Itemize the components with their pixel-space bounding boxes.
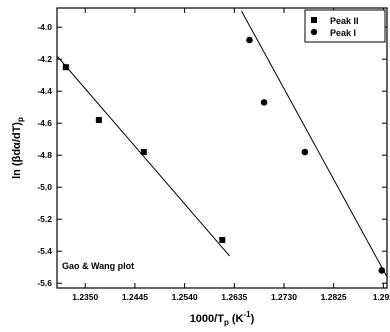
- y-axis-title: ln (βdα/dT)p: [11, 117, 25, 179]
- plot-annotation: Gao & Wang plot: [62, 261, 134, 271]
- y-tick-label: -5.4: [37, 246, 52, 256]
- legend-label-peak-ii: Peak II: [330, 16, 359, 26]
- y-tick-labels: -5.6 -5.4 -5.2 -5.0 -4.8 -4.6 -4.4 -4.2 -4.0: [37, 22, 52, 288]
- y-tick-label: -4.6: [37, 118, 52, 128]
- data-markers: [62, 36, 386, 274]
- x-tick-label: 1.2730: [271, 292, 297, 302]
- legend-marker-peak-ii: [311, 17, 317, 23]
- x-tick-label: 1.2635: [221, 292, 247, 302]
- y-axis-title-main: ln (βdα/dT): [11, 122, 23, 179]
- y-tick-label: -4.2: [37, 54, 52, 64]
- x-tick-label: 1.2825: [321, 292, 347, 302]
- x-tick-labels: 1.2350 1.2445 1.2540 1.2635 1.2730 1.2825 1.29…: [72, 292, 390, 302]
- y-tick-label: -5.0: [37, 182, 52, 192]
- y-tick-label: -5.6: [37, 278, 52, 288]
- point-peak-i: [260, 99, 268, 106]
- y-tick-label: -4.8: [37, 150, 52, 160]
- x-tick-label: 1.2540: [172, 292, 198, 302]
- legend-label-peak-i: Peak I: [330, 28, 356, 38]
- point-peak-ii: [62, 64, 69, 71]
- legend-marker-peak-i: [310, 28, 318, 36]
- y-tick-label: -5.2: [37, 214, 52, 224]
- point-peak-ii: [140, 149, 147, 155]
- axis-ticks: [57, 8, 387, 288]
- x-axis-title-subscript: p: [224, 318, 229, 327]
- x-axis-title: 1000/Tp (K-1): [190, 310, 255, 327]
- point-peak-i: [378, 267, 386, 274]
- y-tick-label: -4.0: [37, 22, 52, 32]
- y-axis-title-subscript: p: [16, 117, 25, 122]
- point-peak-i: [301, 148, 309, 156]
- plot-area: [56, 7, 388, 289]
- x-axis-title-unit-close: ): [251, 313, 255, 325]
- x-axis-title-main: 1000/T: [190, 313, 225, 325]
- x-tick-label: 1.292: [373, 292, 390, 302]
- x-tick-label: 1.2350: [72, 292, 98, 302]
- x-axis-title-unit: (K: [229, 313, 244, 325]
- x-axis-title-unit-exponent: -1: [244, 310, 252, 319]
- fit-lines: [56, 10, 388, 278]
- fit-line-peak-i: [241, 10, 388, 278]
- y-tick-label: -4.4: [37, 86, 52, 96]
- x-tick-label: 1.2445: [122, 292, 148, 302]
- fit-line-peak-ii: [56, 55, 230, 257]
- legend-box: [304, 9, 386, 43]
- legend: Peak II Peak I: [304, 9, 386, 43]
- point-peak-i: [246, 36, 253, 44]
- plot-frame: [56, 7, 388, 289]
- point-peak-ii: [219, 237, 226, 243]
- point-peak-ii: [95, 117, 102, 123]
